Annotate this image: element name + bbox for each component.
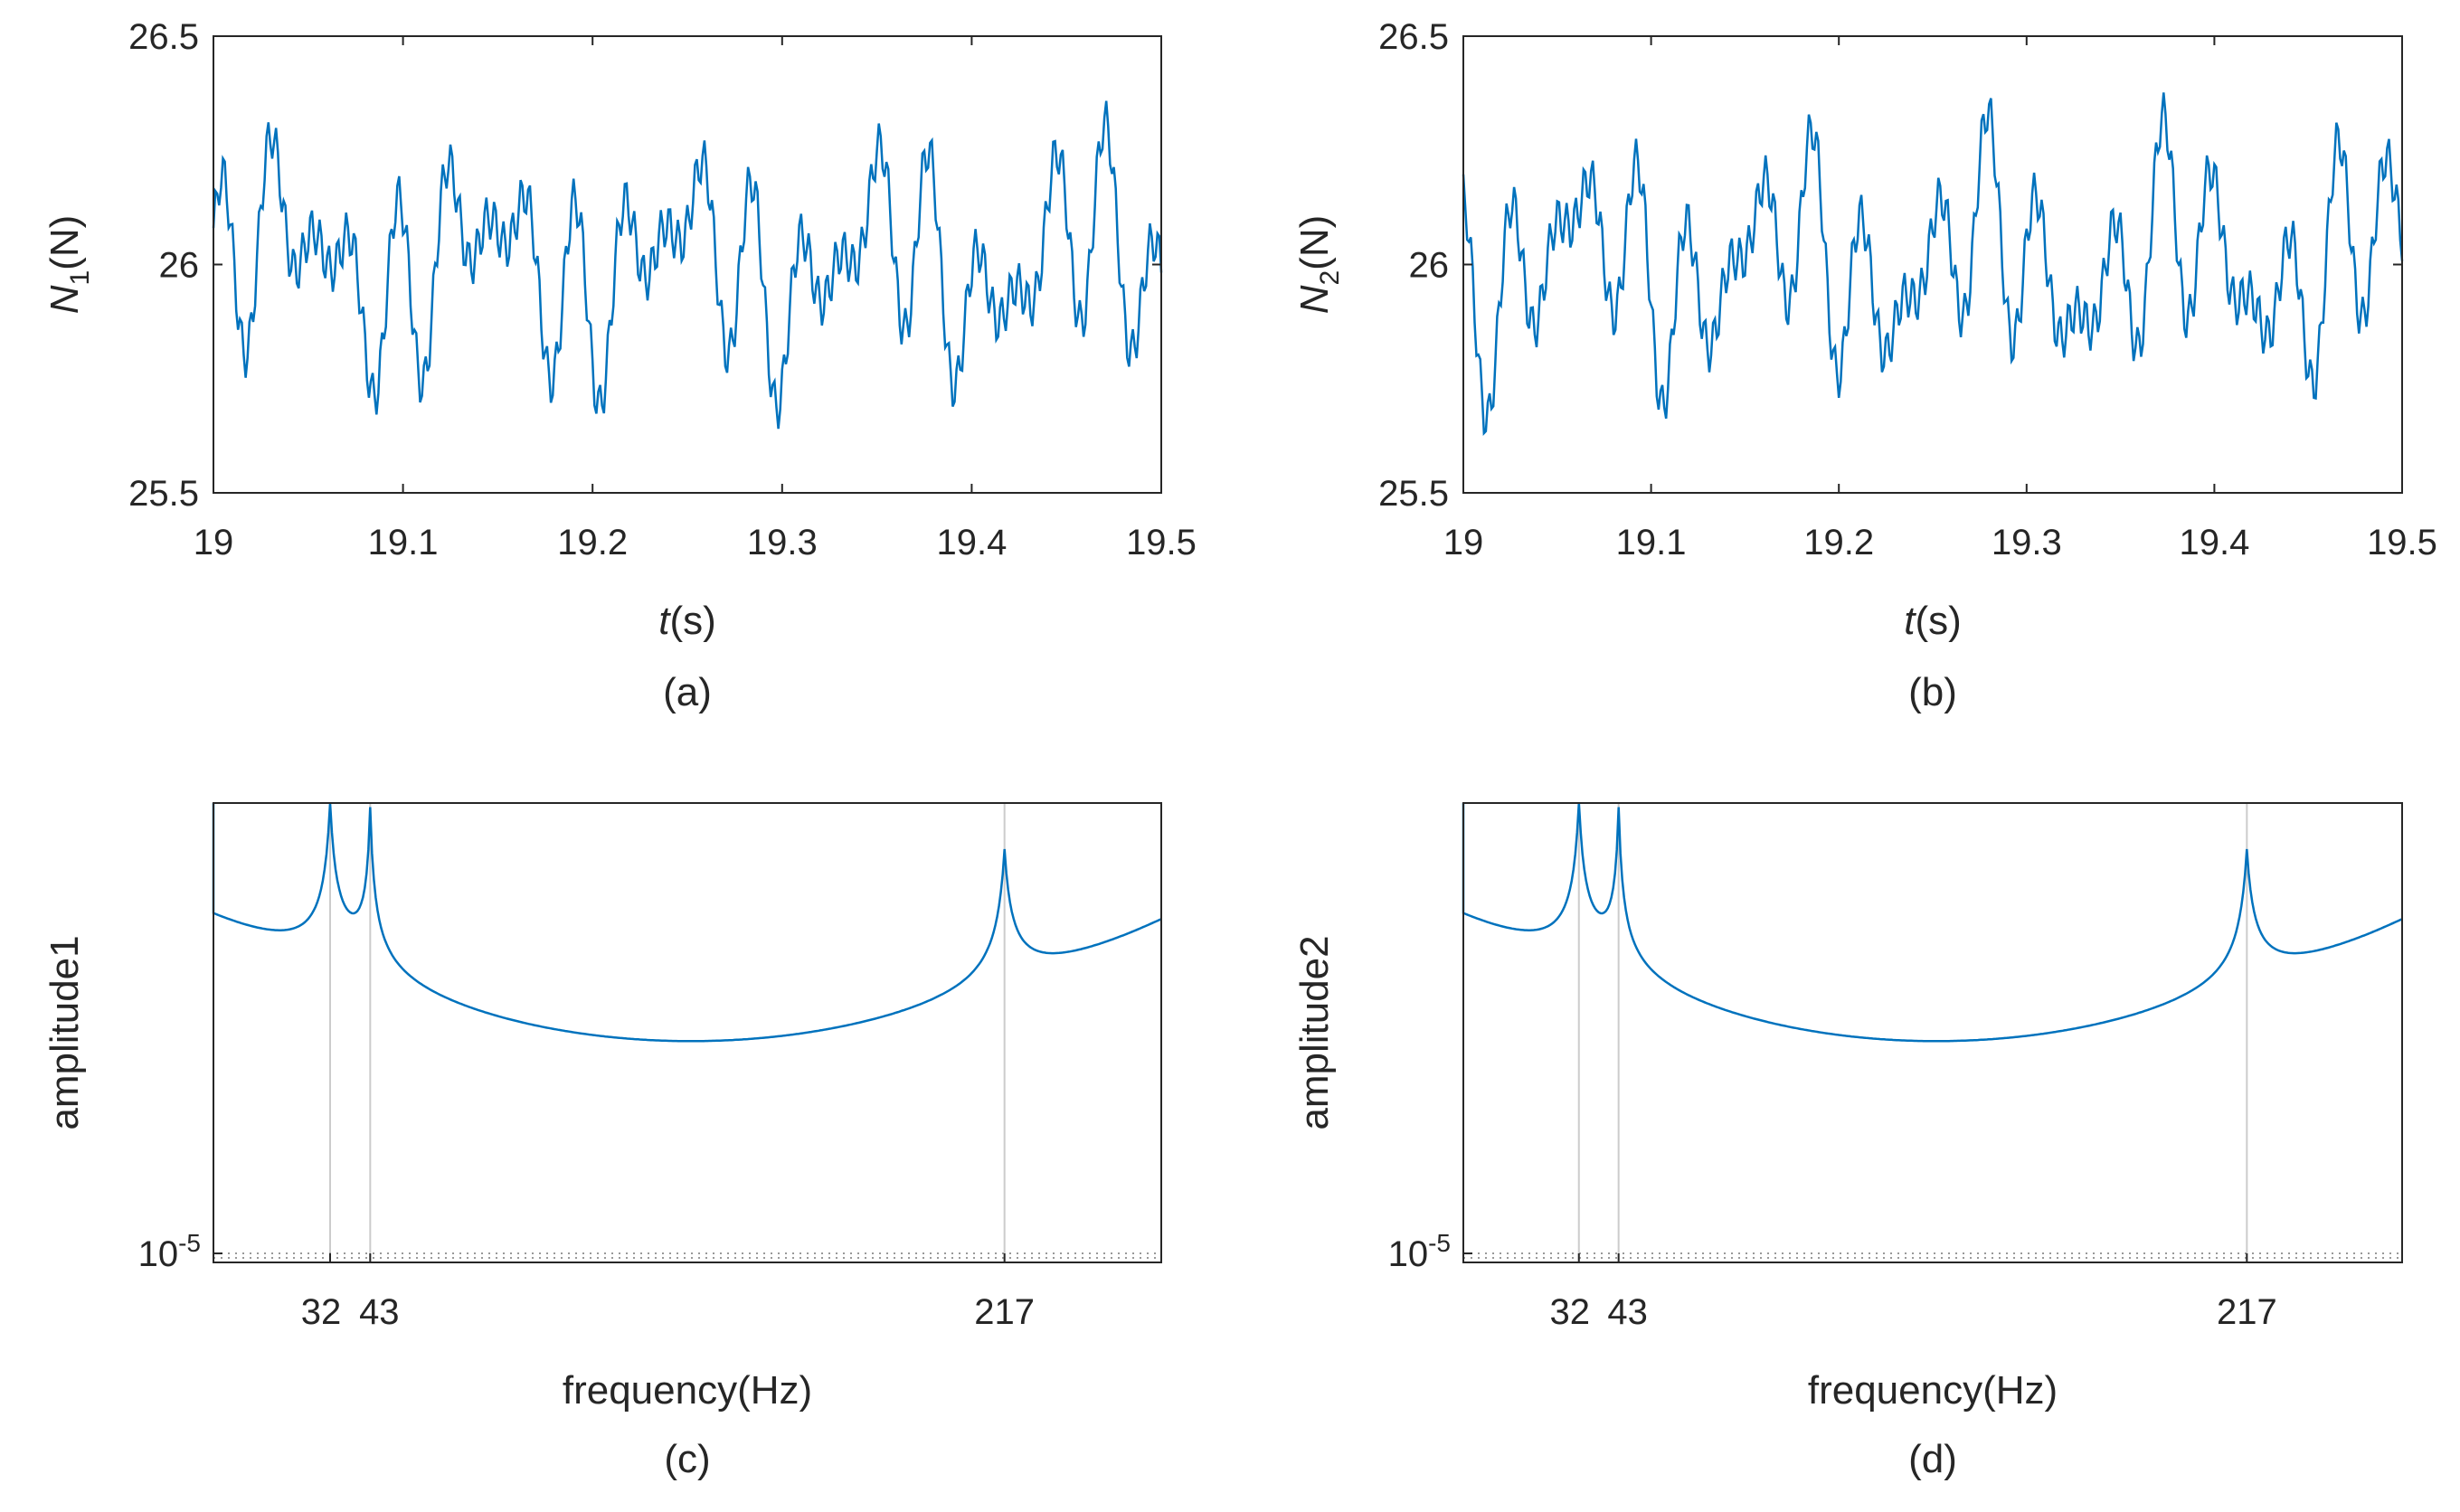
x-tick-label: 217 bbox=[974, 1292, 1035, 1332]
y-tick-label: 26.5 bbox=[128, 17, 199, 57]
chart-panel-c: 32 43 217 10-5 frequency(Hz) amplitude1 (c) bbox=[43, 802, 1162, 1481]
y-tick-label: 26.5 bbox=[1378, 17, 1449, 57]
panel-caption: (a) bbox=[663, 670, 712, 714]
time-series-line bbox=[1462, 92, 2404, 436]
y-axis-label: amplitude1 bbox=[43, 935, 87, 1129]
y-tick-label: 26 bbox=[159, 246, 200, 286]
x-tick-label: 19 bbox=[1443, 523, 1484, 562]
y-axis-label: N1(N) bbox=[43, 215, 95, 315]
x-tick-label: 19.3 bbox=[747, 523, 818, 562]
chart-panel-a: 19 19.1 19.2 19.3 19.4 19.5 25.5 26 26.5 t(s) N1(N… bbox=[43, 17, 1197, 714]
x-tick-label: 43 bbox=[1607, 1292, 1648, 1332]
x-tick-label: 43 bbox=[359, 1292, 400, 1332]
y-tick-label: 10-5 bbox=[1388, 1229, 1451, 1274]
x-tick-label: 19.1 bbox=[1616, 523, 1687, 562]
y-tick-label: 25.5 bbox=[128, 474, 199, 514]
time-series-line bbox=[212, 100, 1163, 430]
x-tick-label: 32 bbox=[301, 1292, 342, 1332]
x-tick-label: 19 bbox=[194, 523, 234, 562]
y-axis-label-subscript: 1 bbox=[65, 270, 95, 286]
x-tick-label: 19.5 bbox=[2367, 523, 2437, 562]
x-tick-label: 19.4 bbox=[936, 523, 1007, 562]
x-tick-label: 19.2 bbox=[557, 523, 628, 562]
spectrum-line bbox=[1462, 802, 2403, 1043]
y-axis-label-variable: N bbox=[1292, 285, 1337, 314]
y-tick-label: 25.5 bbox=[1378, 474, 1449, 514]
y-tick-label: 10-5 bbox=[138, 1229, 201, 1274]
x-axis-label: frequency(Hz) bbox=[1808, 1368, 2058, 1413]
x-axis-label-variable: t bbox=[1904, 599, 1916, 643]
axes-box bbox=[1462, 802, 2403, 1263]
x-axis-label-variable: t bbox=[658, 599, 671, 643]
spectrum-line bbox=[212, 802, 1162, 1043]
x-tick-label: 217 bbox=[2217, 1292, 2277, 1332]
chart-panel-b: 19 19.1 19.2 19.3 19.4 19.5 25.5 26 26.5 t(s) N2(N… bbox=[1292, 17, 2437, 714]
x-axis-label: frequency(Hz) bbox=[563, 1368, 812, 1413]
x-tick-label: 19.4 bbox=[2179, 523, 2249, 562]
x-tick-label: 19.1 bbox=[368, 523, 439, 562]
x-axis-label-unit: (s) bbox=[669, 599, 715, 643]
x-tick-label: 32 bbox=[1550, 1292, 1591, 1332]
x-axis-label: t(s) bbox=[658, 599, 716, 643]
axes-box bbox=[213, 802, 1162, 1263]
x-tick-label: 19.5 bbox=[1126, 523, 1197, 562]
y-tick-label: 26 bbox=[1409, 246, 1450, 286]
y-tick-exponent: -5 bbox=[1428, 1229, 1451, 1257]
panel-caption: (b) bbox=[1908, 670, 1957, 714]
y-tick-base: 10 bbox=[1388, 1234, 1429, 1274]
y-axis-label-unit: (N) bbox=[1292, 215, 1337, 270]
y-axis-label-subscript: 2 bbox=[1315, 270, 1345, 286]
y-axis-label: amplitude2 bbox=[1292, 935, 1337, 1129]
panel-caption: (c) bbox=[664, 1437, 710, 1481]
panel-caption: (d) bbox=[1908, 1437, 1957, 1481]
y-axis-label-variable: N bbox=[43, 285, 87, 314]
y-tick-base: 10 bbox=[138, 1234, 179, 1274]
y-axis-label: N2(N) bbox=[1292, 215, 1345, 315]
chart-panel-d: 32 43 217 10-5 frequency(Hz) amplitude2 (d) bbox=[1292, 802, 2403, 1481]
y-tick-exponent: -5 bbox=[178, 1229, 201, 1257]
x-axis-label: t(s) bbox=[1904, 599, 1962, 643]
y-axis-label-unit: (N) bbox=[43, 215, 87, 270]
x-tick-label: 19.3 bbox=[1992, 523, 2062, 562]
x-axis-label-unit: (s) bbox=[1915, 599, 1961, 643]
x-tick-label: 19.2 bbox=[1803, 523, 1874, 562]
